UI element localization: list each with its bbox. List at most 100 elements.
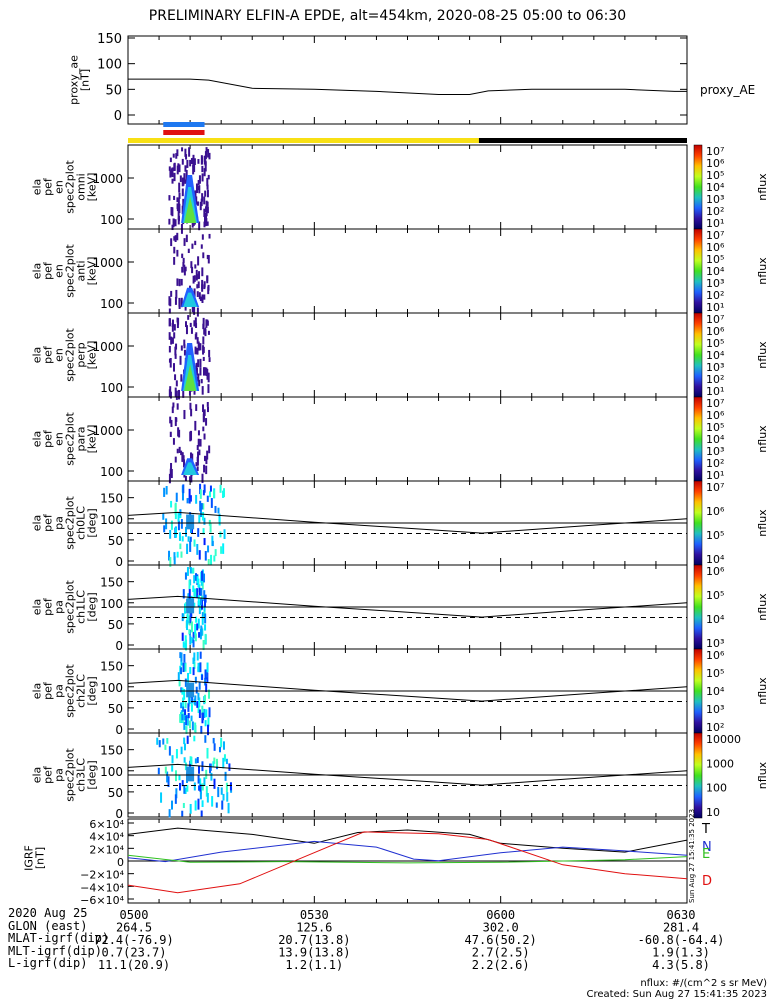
pitch-pixel xyxy=(175,492,178,502)
spectrogram-pixel xyxy=(169,157,172,163)
spectrogram-pixel xyxy=(177,318,180,325)
pitch-pixel xyxy=(189,616,192,624)
spectrogram-pixel xyxy=(195,269,198,280)
spectrogram-pixel xyxy=(174,296,177,305)
ephem-row-mlt: MLT-igrf(dip) xyxy=(8,943,102,958)
spectrogram-pixel xyxy=(178,299,181,309)
pitch-pixel xyxy=(210,498,213,508)
pitch-pixel xyxy=(198,697,201,708)
pitch-pixel xyxy=(223,754,226,762)
spectrogram-pixel xyxy=(188,147,191,157)
pitch-pixel xyxy=(199,778,202,787)
pitch-pixel xyxy=(192,567,195,574)
spectrogram-pixel xyxy=(206,221,209,226)
spectrogram-pixel xyxy=(169,391,172,399)
pitch-pixel xyxy=(202,490,205,496)
pitch-pixel xyxy=(169,557,172,567)
spectrogram-pixel xyxy=(198,379,201,387)
science-zone-blue xyxy=(163,122,205,127)
pitch-pixel xyxy=(189,536,192,542)
pitch-pixel xyxy=(206,662,209,673)
pitch-pixel xyxy=(220,546,223,554)
ephem-col3-row4: 4.3(5.8) xyxy=(652,958,710,972)
pitch-pixel xyxy=(218,517,221,526)
pitch-pixel xyxy=(201,570,204,581)
spectrogram-pixel xyxy=(188,390,191,396)
spectrogram-pixel xyxy=(179,355,182,365)
colorbar-tick-label: 10⁴ xyxy=(706,265,725,278)
pitch-pixel xyxy=(200,588,203,596)
spectrogram-pixel xyxy=(208,357,211,362)
grf-side-note: Sun Aug 27 15:41:35 2023 xyxy=(688,809,696,903)
spectrogram-pixel xyxy=(175,380,178,387)
spectrogram-pixel xyxy=(189,159,192,167)
spectrogram-pixel xyxy=(204,160,207,166)
colorbar-tick-label: 10¹ xyxy=(706,301,724,314)
spectrogram-pixel xyxy=(206,201,209,207)
spectrogram-pixel xyxy=(168,218,171,225)
grf-label-E: E xyxy=(702,847,710,862)
spectrogram-pixel xyxy=(168,195,171,201)
spectrogram-pixel xyxy=(200,155,203,165)
colorbar-tick-label: 10¹ xyxy=(706,469,724,482)
pitch-pixel xyxy=(204,735,207,743)
pitch-pixel xyxy=(209,523,212,533)
pitch-pixel xyxy=(194,758,197,764)
spectrogram-pixel xyxy=(204,190,207,197)
energy-panel-3-ylabel-line: ela xyxy=(31,431,44,448)
pitch-pixel xyxy=(164,766,167,774)
colorbar-6 xyxy=(693,648,703,734)
grf-series-N xyxy=(127,840,688,863)
pitch-pixel xyxy=(195,686,198,694)
spectrogram-pixel xyxy=(203,284,206,290)
colorbar-tick-label: 10² xyxy=(706,457,724,470)
pitch-pixel xyxy=(205,672,208,678)
spectrogram-pixel xyxy=(202,426,205,432)
spectrogram-pixel xyxy=(178,446,181,453)
energy-panel-1-ylabel-line: anti xyxy=(75,260,88,281)
pitch-pixel xyxy=(171,755,174,764)
colorbar-3 xyxy=(693,396,703,482)
plot-title: PRELIMINARY ELFIN-A EPDE, alt=454km, 202… xyxy=(148,8,627,24)
spectrogram-pixel xyxy=(174,219,177,227)
pitch-pixel xyxy=(168,550,171,561)
spectrogram-pixel xyxy=(182,389,185,398)
proxy-ae-line xyxy=(128,78,687,95)
ephem-col3-row0: 0630 xyxy=(667,908,696,922)
pitch-pixel xyxy=(180,551,183,558)
pitch-tick-label: 50 xyxy=(108,534,123,548)
pitch-pixel xyxy=(198,785,201,791)
energy-panel-2-ylabel-line: ela xyxy=(31,347,44,364)
energy-panel-1-frame xyxy=(127,228,688,314)
colorbar-tick-label: 10¹ xyxy=(706,385,724,398)
spectrogram-pixel xyxy=(182,178,185,186)
pitch-pixel xyxy=(184,572,187,580)
spectrogram-pixel xyxy=(206,372,209,380)
spectrogram-pixel xyxy=(171,178,174,184)
colorbar-label: nflux xyxy=(756,425,769,453)
created-note: Created: Sun Aug 27 15:41:35 2023 xyxy=(586,989,767,1000)
pitch-pixel xyxy=(171,800,174,810)
pitch-pixel xyxy=(221,800,224,810)
spectrogram-pixel xyxy=(168,345,171,353)
pitch-pixel xyxy=(195,573,198,581)
spectrogram-pixel xyxy=(202,317,205,327)
spectrogram-pixel xyxy=(200,378,203,384)
spectrogram-pixel xyxy=(201,294,204,303)
pitch-pixel xyxy=(203,777,206,786)
spectrogram-pixel xyxy=(174,417,177,427)
pitch-tick-label: 150 xyxy=(100,492,123,506)
energy-tick-label: 100 xyxy=(100,297,123,311)
colorbar-label: nflux xyxy=(756,341,769,369)
spectrogram-pixel xyxy=(206,254,209,260)
pitch-pixel xyxy=(177,672,180,681)
colorbar-tick-label: 10⁷ xyxy=(706,313,724,326)
pitch-panel-3-ylabel-line: pef xyxy=(42,765,55,784)
colorbar-tick-label: 10⁶ xyxy=(706,649,725,662)
energy-panel-3-ylabel-line: para xyxy=(75,427,88,452)
pitch-pixel xyxy=(194,633,197,642)
ephem-col3-row2: -60.8(-64.4) xyxy=(638,933,725,947)
